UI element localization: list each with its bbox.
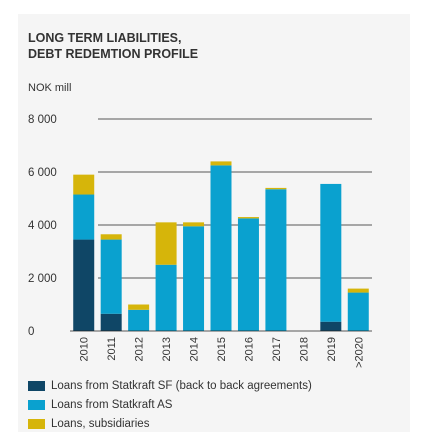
bar-segment (320, 321, 342, 331)
bar-segment (183, 226, 205, 331)
bar-segment (100, 234, 122, 240)
bar-segment (155, 264, 177, 331)
x-tick-label: 2010 (79, 337, 91, 361)
bar-segment (265, 187, 287, 190)
unit-label: NOK mill (28, 82, 72, 94)
title-line-2: DEBT REDEMTION PROFILE (28, 47, 199, 61)
y-tick-label: 2 000 (28, 273, 57, 285)
bar-segment (73, 194, 95, 240)
legend: Loans from Statkraft SF (back to back ag… (28, 376, 312, 433)
x-tick-label: 2018 (298, 337, 310, 361)
bar-segment (237, 218, 259, 331)
y-tick-label: 0 (28, 326, 34, 338)
x-tick-label: 2014 (189, 337, 201, 361)
x-tick-label: 2011 (106, 337, 118, 361)
bar-segment (210, 161, 232, 166)
x-tick-label: 2015 (216, 337, 228, 361)
bar-segment (128, 304, 150, 310)
legend-label: Loans from Statkraft AS (51, 398, 173, 411)
legend-item: Loans from Statkraft SF (back to back ag… (28, 376, 312, 395)
legend-label: Loans from Statkraft SF (back to back ag… (51, 379, 312, 392)
y-tick-label: 6 000 (28, 167, 57, 179)
legend-item: Loans, subsidiaries (28, 414, 312, 433)
x-tick-label: >2020 (353, 337, 365, 368)
bar-segment (128, 309, 150, 331)
bar-segment (73, 239, 95, 331)
y-tick-label: 4 000 (28, 220, 57, 232)
bar-segment (100, 313, 122, 331)
legend-swatch (28, 418, 45, 429)
bar-segment (100, 239, 122, 314)
bar-segment (155, 222, 177, 265)
legend-label: Loans, subsidiaries (51, 417, 150, 430)
title-line-1: LONG TERM LIABILITIES, (28, 31, 182, 45)
bar-segment (320, 183, 342, 322)
bar-segment (265, 189, 287, 331)
y-tick-label: 8 000 (28, 114, 57, 126)
legend-item: Loans from Statkraft AS (28, 395, 312, 414)
x-tick-label: 2019 (326, 337, 338, 361)
x-tick-label: 2013 (161, 337, 173, 361)
bar-segment (347, 288, 369, 293)
x-tick-label: 2017 (271, 337, 283, 361)
bar-segment (183, 222, 205, 227)
bar-segment (347, 292, 369, 331)
x-tick-label: 2016 (243, 337, 255, 361)
bar-segment (210, 165, 232, 331)
bar-segment (237, 217, 259, 219)
chart-title: LONG TERM LIABILITIES, DEBT REDEMTION PR… (28, 30, 198, 62)
x-tick-label: 2012 (134, 337, 146, 361)
legend-swatch (28, 399, 45, 410)
bar-segment (73, 174, 95, 195)
legend-swatch (28, 380, 45, 391)
